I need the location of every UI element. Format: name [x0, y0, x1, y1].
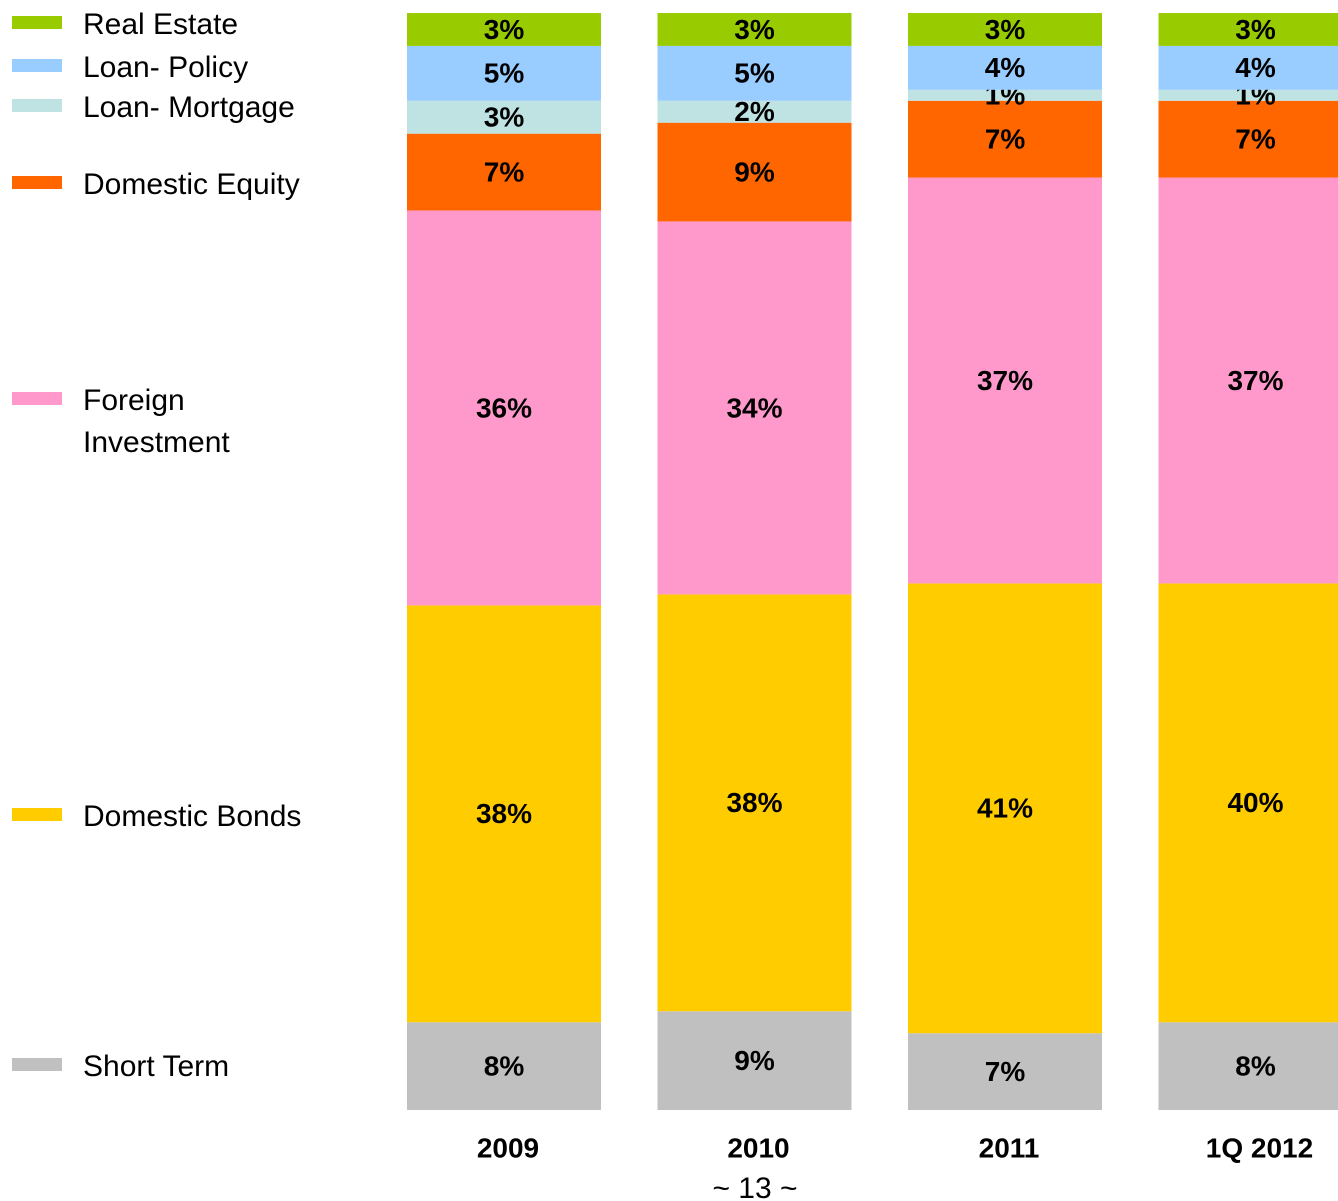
bar-segment — [407, 210, 601, 606]
data-label: 37% — [1227, 365, 1283, 396]
legend-label: Foreign Investment — [83, 384, 230, 459]
data-label: 9% — [734, 156, 775, 187]
legend-label: Domestic Equity — [83, 168, 300, 201]
bar-segment — [657, 13, 852, 46]
bar-segment — [908, 583, 1102, 1034]
data-label: 7% — [985, 124, 1026, 155]
bar-segment — [908, 100, 1102, 178]
bar-segment — [657, 594, 852, 1012]
bar-segment — [1158, 177, 1338, 584]
data-label: 5% — [734, 58, 775, 89]
data-label: 7% — [985, 1056, 1026, 1087]
data-label: 7% — [1235, 124, 1276, 155]
bar-segment — [908, 1033, 1102, 1110]
data-label: 8% — [1235, 1051, 1276, 1082]
data-label: 4% — [985, 52, 1026, 83]
legend-label: Real Estate — [83, 8, 239, 41]
page-number: ~ 13 ~ — [712, 1172, 797, 1201]
bar-segment — [1158, 45, 1338, 90]
bar-segment — [407, 100, 601, 134]
bar-segment — [657, 1011, 852, 1110]
data-label: 38% — [726, 787, 782, 818]
bar-segment — [1158, 1022, 1338, 1110]
legend-item: Domestic Bonds — [12, 796, 343, 838]
data-label: 40% — [1227, 787, 1283, 818]
data-label: 34% — [726, 392, 782, 423]
legend-item: Loan- Mortgage — [12, 87, 343, 129]
legend-item: Loan- Policy — [12, 47, 343, 89]
legend-swatch — [12, 392, 62, 405]
legend-swatch — [12, 176, 62, 189]
legend-label: Domestic Bonds — [83, 800, 302, 833]
legend-swatch — [12, 59, 62, 72]
x-tick-label: 1Q 2012 — [1206, 1132, 1313, 1163]
legend-swatch — [12, 16, 62, 29]
bar-segment — [657, 100, 852, 123]
bar-segment — [908, 177, 1102, 584]
legend-item: Foreign Investment — [12, 380, 243, 464]
data-label: 3% — [1235, 14, 1276, 45]
bar-segment — [1158, 13, 1338, 46]
data-label: 38% — [476, 798, 532, 829]
bar-segment — [407, 45, 601, 101]
bar-segment — [908, 89, 1102, 101]
data-label: 3% — [734, 14, 775, 45]
data-label: 2% — [734, 96, 775, 127]
legend-item: Real Estate — [12, 4, 343, 46]
legend-label: Short Term — [83, 1050, 230, 1083]
legend-swatch — [12, 1058, 62, 1071]
data-label: 3% — [484, 14, 525, 45]
bar-segment — [657, 221, 852, 595]
bar-segment — [1158, 100, 1338, 178]
bar-segment — [1158, 89, 1338, 101]
bar-segment — [908, 13, 1102, 46]
data-label: 5% — [484, 58, 525, 89]
data-label: 9% — [734, 1045, 775, 1076]
data-label: 4% — [1235, 52, 1276, 83]
data-label: 41% — [977, 793, 1033, 824]
data-label: 36% — [476, 392, 532, 423]
bar-segment — [1158, 583, 1338, 1023]
x-tick-label: 2010 — [727, 1132, 789, 1163]
data-label: 3% — [985, 14, 1026, 45]
legend-swatch — [12, 99, 62, 112]
data-label: 7% — [484, 156, 525, 187]
data-label: 8% — [484, 1051, 525, 1082]
bar-segment — [657, 122, 852, 222]
x-tick-label: 2011 — [979, 1132, 1040, 1163]
bar-segment — [908, 45, 1102, 90]
legend-label: Loan- Mortgage — [83, 91, 295, 124]
data-label: 37% — [977, 365, 1033, 396]
x-tick-label: 2009 — [477, 1132, 539, 1163]
bar-segment — [407, 13, 601, 46]
bar-segment — [407, 605, 601, 1023]
bar-segment — [407, 133, 601, 211]
bar-segment — [657, 45, 852, 101]
legend-item: Domestic Equity — [12, 164, 343, 206]
legend-label: Loan- Policy — [83, 51, 249, 84]
legend-swatch — [12, 808, 62, 821]
legend-item: Short Term — [12, 1046, 343, 1088]
data-label: 3% — [484, 102, 525, 133]
bar-segment — [407, 1022, 601, 1110]
